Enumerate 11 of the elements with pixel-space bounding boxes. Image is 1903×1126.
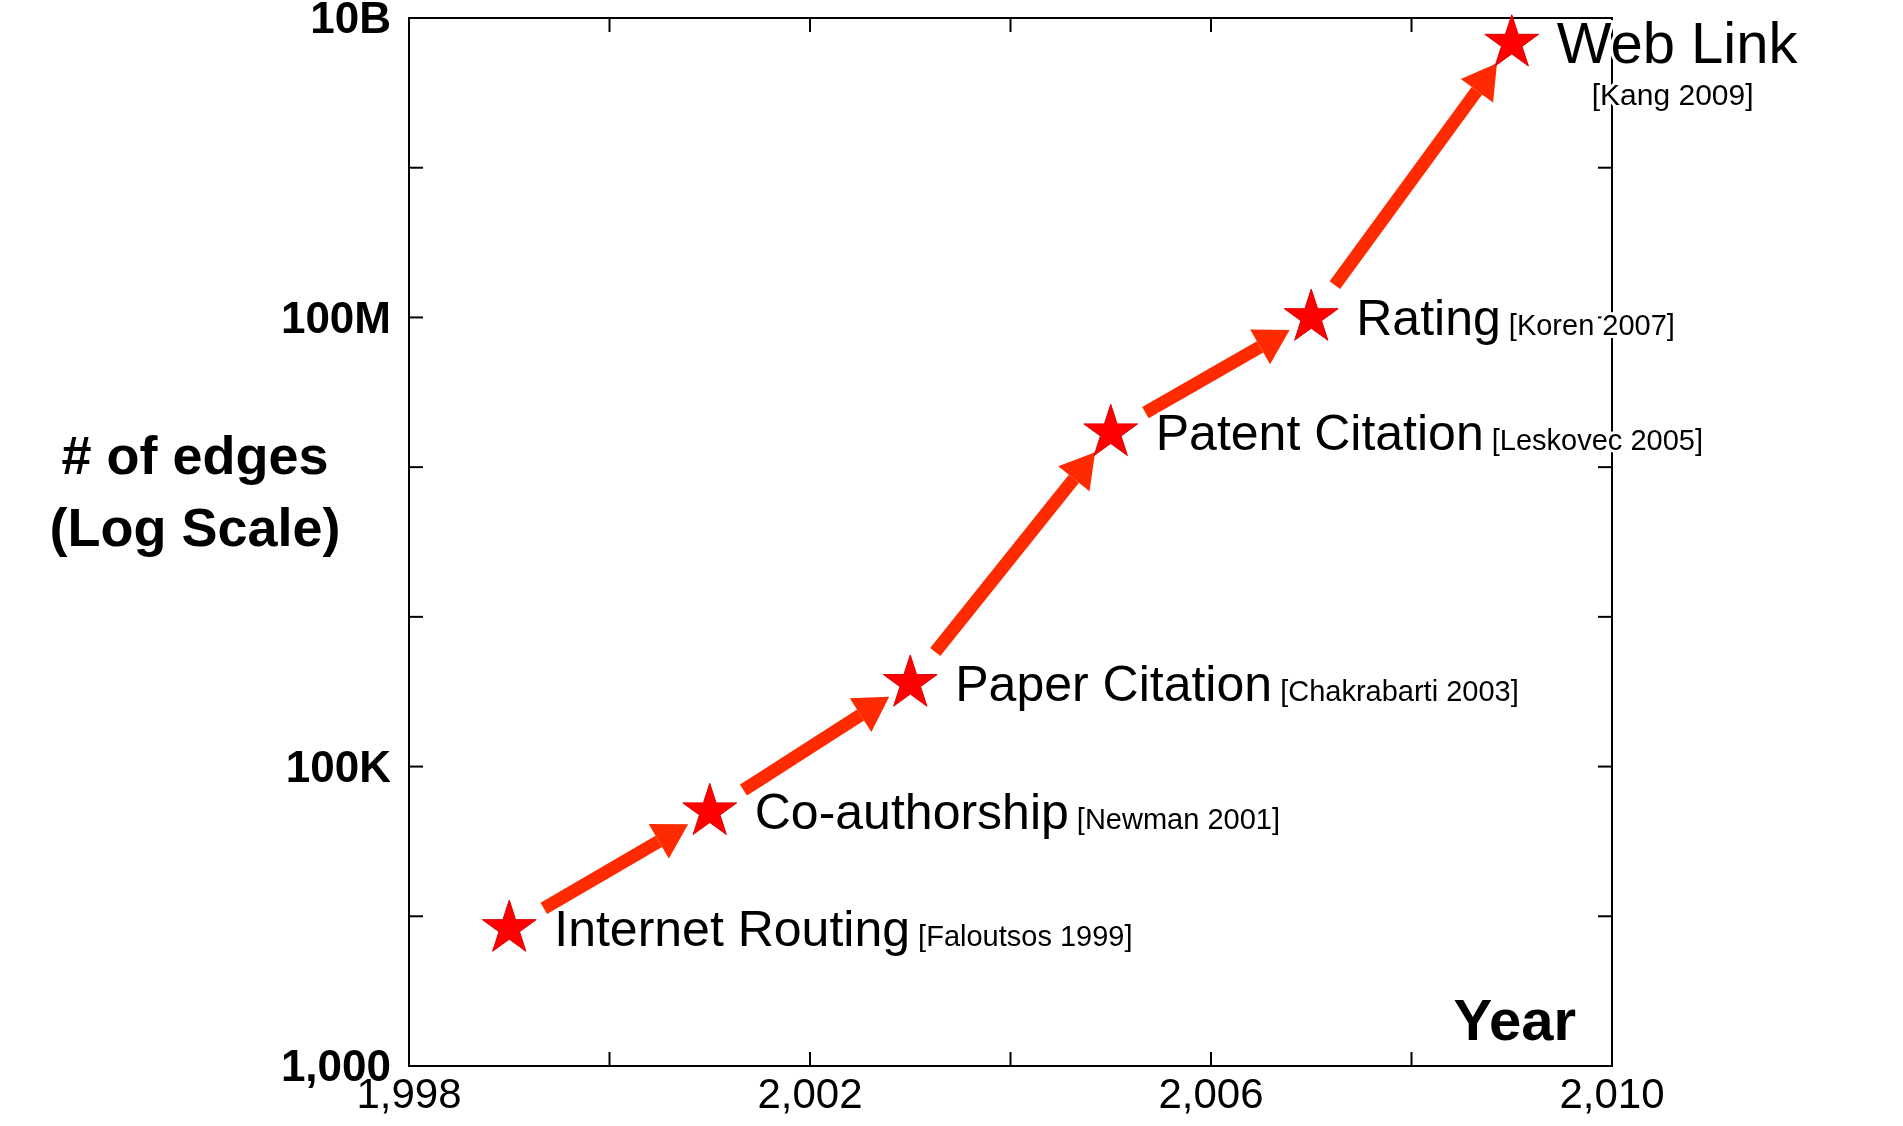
annotation: Paper Citation [Chakrabarti 2003] [955,655,1519,712]
y-tick-label: 100M [280,292,391,342]
annotation: Co-authorship [Newman 2001] [754,784,1280,841]
x-tick-label: 2,006 [1158,1070,1264,1117]
y-tick-label: 10B [310,0,391,43]
y-axis-title: # of edges (Log Scale) [49,425,341,557]
y-tick-label: 100K [285,741,392,791]
x-tick-label: 2,002 [757,1070,863,1117]
annotation: Internet Routing [Faloutsos 1999] [554,900,1133,957]
x-axis-title: Year [1453,987,1576,1052]
x-tick-label: 2,010 [1559,1070,1665,1117]
